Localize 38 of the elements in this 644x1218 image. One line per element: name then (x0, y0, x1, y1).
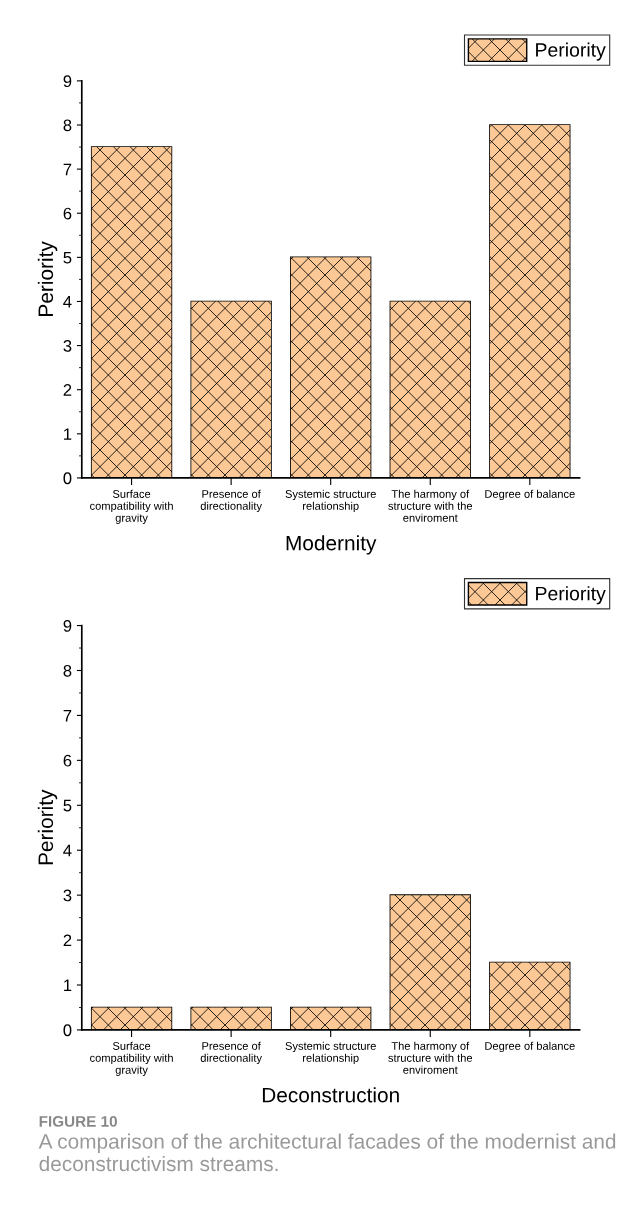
x-tick-label: Presence of directionality (200, 1041, 262, 1065)
y-tick-label: 6 (63, 754, 72, 767)
text: A comparison of the architectural facades of the modernist and deconstructivism streams. (38, 1133, 616, 1172)
legend-label: Periority (536, 42, 606, 61)
y-tick-label: 6 (63, 207, 72, 220)
y-tick-label: 3 (63, 889, 72, 902)
y-tick-label: 2 (63, 384, 72, 396)
legend-label: Periority (536, 586, 606, 605)
x-tick-label: Surface compatibility with gravity (90, 489, 173, 525)
y-tick-label: 4 (63, 844, 72, 857)
x-tick-label: Presence of directionality (200, 489, 262, 513)
x-tick-label: Degree of balance (485, 489, 575, 501)
y-tick-label: 4 (63, 296, 72, 308)
x-axis-title: Deconstruction (262, 1087, 399, 1103)
x-tick-label: Systemic structure relationship (285, 1041, 376, 1065)
y-tick-label: 0 (63, 1024, 72, 1037)
y-tick-label: 2 (63, 934, 72, 947)
y-tick-label: 1 (64, 428, 72, 440)
caption: FIGURE 10 (39, 1115, 117, 1127)
y-tick-label: 0 (63, 472, 72, 485)
y-tick-label: 3 (63, 339, 72, 352)
y-tick-label: 7 (63, 710, 72, 722)
x-axis-title: Modernity (286, 535, 377, 555)
y-tick-label: 7 (63, 163, 72, 176)
y-tick-label: 9 (63, 75, 72, 88)
y-tick-label: 5 (63, 251, 72, 264)
y-tick-label: 8 (63, 664, 72, 677)
y-tick-label: 5 (63, 799, 72, 812)
y-tick-label: 8 (63, 119, 72, 132)
x-tick-label: Degree of balance (485, 1041, 575, 1053)
y-tick-label: 1 (64, 979, 72, 992)
x-tick-label: The harmony of structure with the enviroment (388, 489, 473, 522)
y-axis-title: Periority (37, 241, 58, 316)
y-tick-label: 9 (63, 619, 72, 632)
x-tick-label: Surface compatibility with gravity (90, 1041, 173, 1077)
y-axis-title: Periority (37, 789, 58, 865)
x-tick-label: Systemic structure relationship (285, 489, 376, 513)
x-tick-label: The harmony of structure with the enviroment (388, 1041, 473, 1074)
